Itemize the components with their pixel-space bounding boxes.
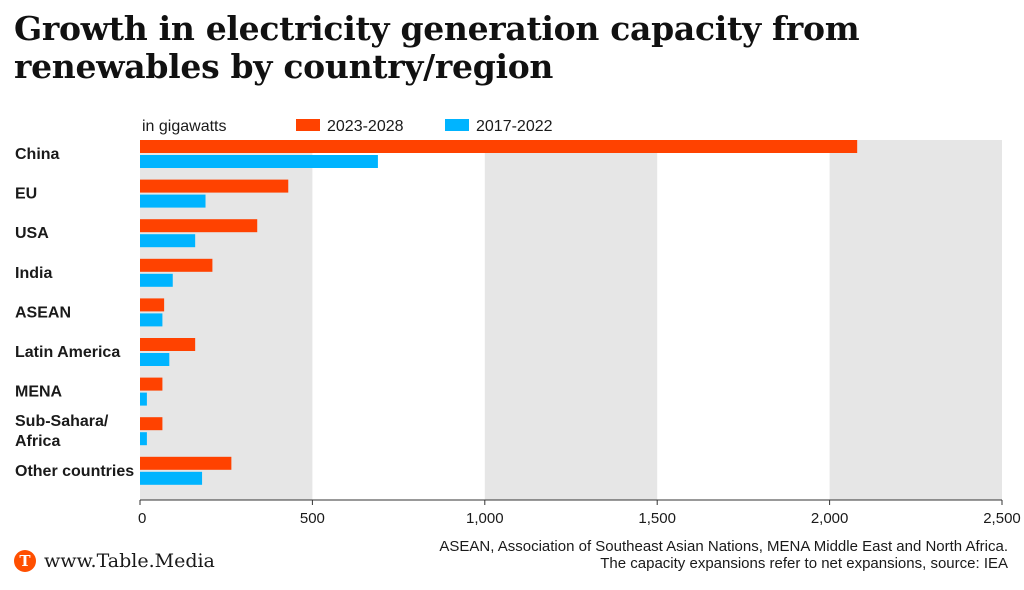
bar-previous xyxy=(140,194,206,208)
bar-recent xyxy=(140,377,163,391)
source-note: ASEAN, Association of Southeast Asian Na… xyxy=(439,538,1008,572)
table-media-logo-icon: T xyxy=(14,550,36,572)
brand-logo: T www.Table.Media xyxy=(14,550,215,572)
category-label: Other countries xyxy=(15,463,134,480)
category-label: China xyxy=(15,146,60,163)
grid-band xyxy=(484,140,658,500)
bar-recent xyxy=(140,417,163,431)
legend-swatch xyxy=(296,119,320,131)
grid-band xyxy=(140,140,313,500)
x-tick-label: 0 xyxy=(138,510,146,527)
legend-label: 2023-2028 xyxy=(327,118,404,135)
legend-label: 2017-2022 xyxy=(476,118,553,135)
category-label: ASEAN xyxy=(15,304,71,321)
brand-url: www.Table.Media xyxy=(44,550,215,572)
note-line: The capacity expansions refer to net exp… xyxy=(600,555,1008,572)
x-tick-label: 1,500 xyxy=(638,510,676,527)
unit-label: in gigawatts xyxy=(142,118,227,135)
category-label: Africa xyxy=(15,433,60,450)
bar-recent xyxy=(140,456,232,470)
bar-previous xyxy=(140,155,378,168)
grid-band xyxy=(829,140,1002,500)
bar-previous xyxy=(140,273,173,287)
chart-title: Growth in electricity generation capacit… xyxy=(14,9,860,86)
x-tick-label: 2,000 xyxy=(811,510,849,527)
bar-recent xyxy=(140,338,196,351)
category-label: EU xyxy=(15,186,37,203)
bar-previous xyxy=(140,392,147,406)
bar-recent xyxy=(140,140,858,153)
bar-previous xyxy=(140,313,163,327)
bar-previous xyxy=(140,432,147,446)
bar-previous xyxy=(140,353,170,366)
category-label: Latin America xyxy=(15,344,120,361)
legend-swatch xyxy=(445,119,469,131)
x-tick-label: 500 xyxy=(300,510,325,527)
note-line: ASEAN, Association of Southeast Asian Na… xyxy=(439,538,1008,555)
bar-recent xyxy=(140,298,165,312)
bar-previous xyxy=(140,234,196,248)
category-label: India xyxy=(15,265,52,282)
x-tick-label: 1,000 xyxy=(466,510,504,527)
bar-recent xyxy=(140,179,289,193)
category-label: MENA xyxy=(15,384,63,401)
bar-recent xyxy=(140,219,258,233)
bar-previous xyxy=(140,471,203,485)
bar-recent xyxy=(140,258,213,272)
x-tick-label: 2,500 xyxy=(983,510,1021,527)
category-label: Sub-Sahara/ xyxy=(15,413,109,430)
category-label: USA xyxy=(15,225,49,242)
